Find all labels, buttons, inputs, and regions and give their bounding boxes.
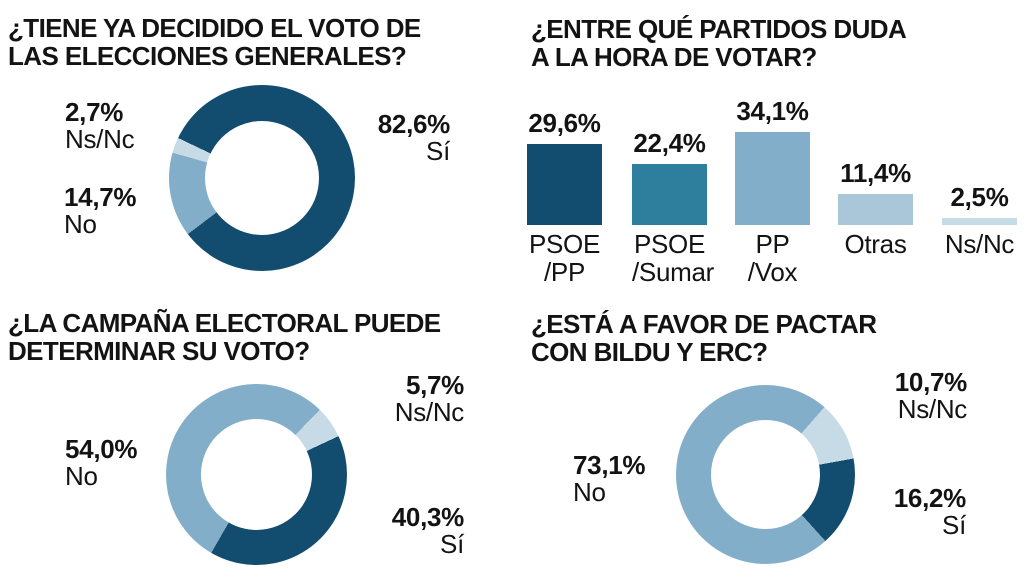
chart-title: ¿ENTRE QUÉ PARTIDOS DUDA A LA HORA DE VO… (531, 14, 907, 72)
segment-name: Ns/Nc (394, 397, 465, 427)
segment-name: Ns/Nc (65, 124, 135, 154)
bar-rect (527, 144, 602, 225)
segment-value: 14,7% (64, 182, 137, 212)
bar-category-line2: /PP (543, 257, 585, 287)
chart-title-line2: DETERMINAR SU VOTO? (8, 336, 310, 366)
bar-column-psoe-pp: 29,6% (527, 110, 602, 225)
segment-label-si: 82,6% Sí (377, 109, 451, 166)
bar-category-line1: PSOE (633, 229, 706, 259)
segment-value: 2,7% (65, 97, 124, 127)
donut-hole (205, 121, 319, 235)
chart-title-line2: CON BILDU Y ERC? (531, 337, 768, 367)
segment-value: 40,3% (391, 502, 465, 532)
chart-title-line2: LAS ELECCIONES GENERALES? (8, 41, 407, 71)
segment-name: No (64, 209, 97, 239)
bar-rect (942, 218, 1017, 225)
segment-name: Sí (426, 136, 450, 166)
segment-name: Sí (440, 529, 464, 559)
chart-title-line1: ¿ENTRE QUÉ PARTIDOS DUDA (531, 14, 907, 44)
donut-chart-decided-vote (169, 85, 355, 271)
segment-name: Ns/Nc (897, 394, 968, 424)
bar-category-line1: PSOE (528, 229, 601, 259)
segment-value: 10,7% (894, 367, 968, 397)
segment-label-nsnc: 5,7% Ns/Nc (394, 370, 465, 427)
donut-hole (711, 420, 820, 529)
bar-column-pp-vox: 34,1% (735, 98, 810, 225)
bar-value-label: 29,6% (528, 108, 601, 138)
bar-category-line1: PP (755, 229, 790, 259)
donut-chart-bildu-erc-pact (676, 385, 855, 564)
chart-title-line1: ¿TIENE YA DECIDIDO EL VOTO DE (8, 13, 421, 43)
segment-label-nsnc: 2,7% Ns/Nc (65, 97, 135, 154)
segment-value: 54,0% (65, 434, 138, 464)
bar-category-line2: /Sumar (632, 257, 715, 287)
segment-label-no: 14,7% No (64, 182, 137, 239)
chart-title: ¿TIENE YA DECIDIDO EL VOTO DE LAS ELECCI… (8, 14, 421, 70)
segment-name: Sí (942, 510, 966, 540)
segment-label-no: 54,0% No (65, 434, 138, 491)
bar-column-psoe-sumar: 22,4% (632, 130, 707, 225)
bar-column-otras: 11,4% (838, 160, 913, 225)
donut-chart-campaign-influence (166, 384, 347, 565)
chart-title: ¿LA CAMPAÑA ELECTORAL PUEDE DETERMINAR S… (8, 309, 441, 365)
donut-hole (201, 419, 312, 530)
segment-value: 82,6% (377, 109, 451, 139)
bar-category-nsnc: Ns/Nc (942, 230, 1017, 258)
bar-category-line2: /Vox (747, 257, 798, 287)
segment-value: 73,1% (573, 450, 646, 480)
segment-value: 5,7% (405, 370, 464, 400)
bar-value-label: 11,4% (840, 158, 911, 188)
segment-name: No (65, 461, 98, 491)
bar-category-pp-vox: PP /Vox (735, 230, 810, 286)
bar-rect (632, 164, 707, 225)
bar-column-nsnc: 2,5% (942, 184, 1017, 225)
segment-value: 16,2% (893, 483, 967, 513)
bar-category-line1: Otras (844, 229, 907, 259)
segment-label-si: 16,2% Sí (893, 483, 967, 540)
bar-value-label: 22,4% (633, 128, 706, 158)
chart-title-line2: A LA HORA DE VOTAR? (531, 42, 817, 72)
chart-title-line1: ¿ESTÁ A FAVOR DE PACTAR (531, 309, 877, 339)
segment-label-si: 40,3% Sí (391, 502, 465, 559)
segment-label-nsnc: 10,7% Ns/Nc (894, 367, 968, 424)
bar-value-label: 2,5% (950, 182, 1009, 212)
bar-category-psoe-pp: PSOE /PP (527, 230, 602, 286)
bar-category-line1: Ns/Nc (944, 229, 1015, 259)
bar-category-psoe-sumar: PSOE /Sumar (632, 229, 715, 287)
segment-name: No (573, 477, 606, 507)
bar-category-otras: Otras (838, 230, 913, 258)
chart-title: ¿ESTÁ A FAVOR DE PACTAR CON BILDU Y ERC? (531, 309, 877, 367)
bar-rect (838, 194, 913, 225)
bar-value-label: 34,1% (736, 96, 809, 126)
segment-label-no: 73,1% No (573, 450, 646, 507)
chart-title-line1: ¿LA CAMPAÑA ELECTORAL PUEDE (8, 308, 441, 338)
bar-rect (735, 132, 810, 225)
